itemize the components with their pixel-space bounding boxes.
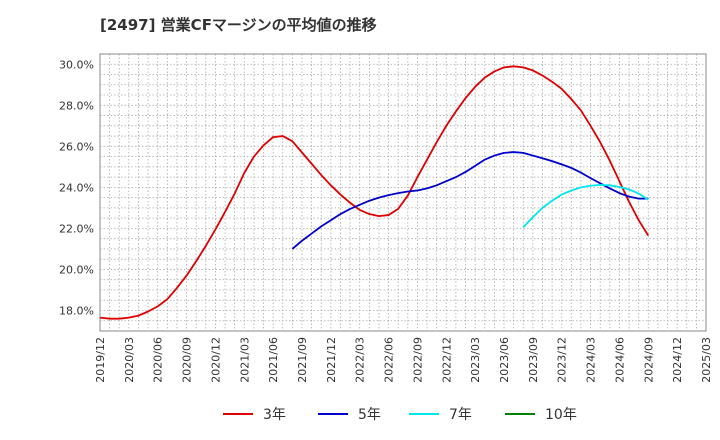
x-tick-label: 2023/09 xyxy=(527,337,540,383)
x-tick-label: 2023/12 xyxy=(556,337,569,383)
x-tick-label: 2022/12 xyxy=(440,337,453,383)
x-tick-label: 2021/09 xyxy=(296,337,309,383)
x-tick-label: 2022/03 xyxy=(354,337,367,383)
series-line-3年 xyxy=(99,65,650,320)
plot-area xyxy=(99,53,707,332)
y-tick-label: 22.0% xyxy=(59,222,94,235)
x-tick-label: 2024/12 xyxy=(671,337,684,383)
x-tick-label: 2020/12 xyxy=(209,337,222,383)
y-tick-label: 18.0% xyxy=(59,304,94,317)
x-tick-label: 2024/03 xyxy=(585,337,598,383)
x-tick-label: 2022/06 xyxy=(383,337,396,383)
x-tick-label: 2020/03 xyxy=(123,337,136,383)
series-line-7年 xyxy=(522,184,649,228)
legend-label: 5年 xyxy=(358,407,381,423)
x-tick-label: 2024/09 xyxy=(642,337,655,383)
x-axis-ticks: 2019/12 2020/03 2020/06 2020/09 2020/12 2021/… xyxy=(94,337,713,383)
y-tick-label: 28.0% xyxy=(59,99,94,112)
x-tick-label: 2024/06 xyxy=(613,337,626,383)
x-tick-label: 2019/12 xyxy=(94,337,107,383)
y-axis-ticks: 18.0% 20.0% 22.0% 24.0% 26.0% 28.0% 30.0% xyxy=(59,58,94,317)
x-tick-label: 2020/06 xyxy=(152,337,165,383)
x-tick-label: 2021/12 xyxy=(325,337,338,383)
x-tick-label: 2021/03 xyxy=(238,337,251,383)
y-tick-label: 24.0% xyxy=(59,181,94,194)
chart-title: [2497] 営業CFマージンの平均値の推移 xyxy=(100,16,377,34)
x-tick-label: 2021/06 xyxy=(267,337,280,383)
x-tick-label: 2022/09 xyxy=(411,337,424,383)
y-tick-label: 20.0% xyxy=(59,263,94,276)
series-line-5年 xyxy=(291,151,649,250)
legend-label: 7年 xyxy=(449,407,472,423)
x-tick-label: 2023/06 xyxy=(498,337,511,383)
y-tick-label: 30.0% xyxy=(59,58,94,71)
legend-label: 3年 xyxy=(263,407,286,423)
legend: 3年 5年 7年 10年 xyxy=(223,407,577,423)
x-tick-label: 2020/09 xyxy=(181,337,194,383)
series-lines xyxy=(99,65,650,320)
x-tick-label: 2023/03 xyxy=(469,337,482,383)
legend-label: 10年 xyxy=(545,407,577,423)
x-tick-label: 2025/03 xyxy=(700,337,713,383)
y-tick-label: 26.0% xyxy=(59,140,94,153)
